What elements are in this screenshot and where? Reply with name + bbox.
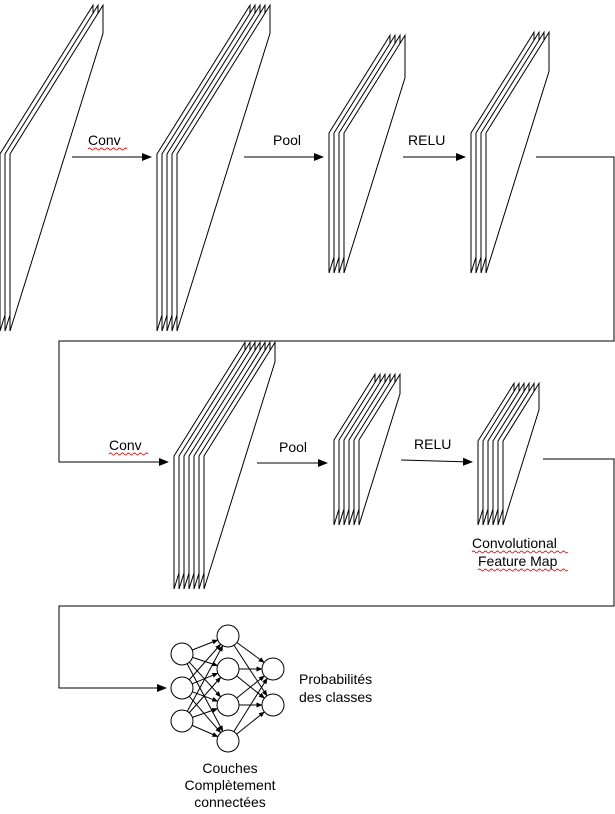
spellcheck-underline-feature-map2 [477, 568, 569, 572]
network-node-layer-2 [216, 729, 240, 753]
network-node-layer-2 [216, 624, 240, 648]
label-feature-map-line1: Convolutional [472, 535, 557, 551]
arrow-relu2 [400, 457, 473, 466]
label-relu2: RELU [414, 436, 451, 452]
feature-map-sheet [203, 340, 276, 590]
network-edge [192, 708, 219, 718]
layer-stack-7 [477, 381, 540, 526]
network-edge [233, 677, 268, 732]
network-edge [188, 676, 222, 714]
layer-stack-1 [0, 3, 104, 332]
network-edge [192, 639, 219, 651]
network-node-layer-2 [216, 657, 240, 681]
feature-map-sheet [358, 372, 401, 526]
fully-connected-network [170, 624, 285, 753]
label-fc-line3: connectées [194, 794, 266, 810]
layer-stack-4 [470, 30, 550, 274]
feature-map-sheet [176, 3, 271, 332]
connector-row1-row2 [58, 156, 615, 466]
spellcheck-underline-conv2 [108, 452, 149, 456]
feature-map-sheet [485, 30, 550, 274]
label-fc-line2: Complètement [184, 777, 275, 793]
layer-stack-2 [156, 3, 271, 332]
spellcheck-underline-conv1 [87, 147, 128, 151]
network-node-layer-1 [170, 642, 194, 666]
network-edge [191, 724, 219, 738]
label-relu1: RELU [408, 132, 445, 148]
network-edge [186, 645, 224, 712]
label-pool2: Pool [279, 439, 307, 455]
network-node-layer-3 [261, 657, 285, 681]
network-edge [236, 675, 265, 699]
layer-stack-3 [328, 33, 406, 274]
feature-map-sheet [9, 3, 104, 332]
network-edge [236, 642, 265, 663]
connector-row2-row3 [58, 458, 615, 692]
label-feature-map-line2: Feature Map [478, 553, 558, 569]
label-probabilities-line2: des classes [299, 689, 372, 705]
network-edge [236, 711, 265, 735]
label-pool1: Pool [273, 132, 301, 148]
feature-map-sheet [502, 381, 540, 526]
network-node-layer-2 [216, 693, 240, 717]
label-conv2: Conv [109, 437, 142, 453]
layer-stack-6 [333, 372, 401, 526]
label-conv1: Conv [88, 132, 121, 148]
network-node-layer-1 [170, 709, 194, 733]
label-probabilities-line1: Probabilités [299, 671, 372, 687]
network-edge [192, 691, 219, 702]
network-node-layer-1 [170, 676, 194, 700]
layer-stacks [0, 3, 550, 590]
spellcheck-underline-feature-map1 [471, 550, 569, 554]
network-edge [188, 695, 222, 734]
network-node-layer-3 [261, 693, 285, 717]
layer-stack-5 [173, 340, 276, 590]
label-fc-line1: Couches [202, 760, 257, 776]
feature-map-sheet [343, 33, 406, 274]
network-edge [188, 643, 222, 681]
